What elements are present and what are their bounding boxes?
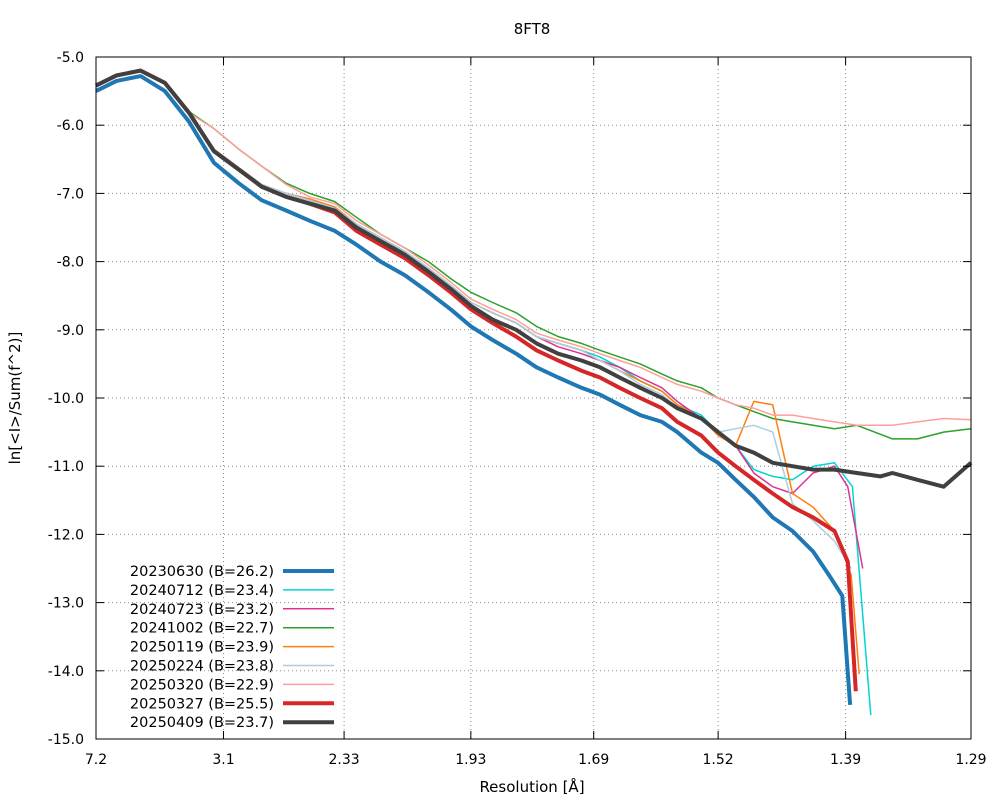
legend-label: 20240712 (B=23.4)	[130, 583, 274, 599]
series-line-9	[95, 68, 973, 489]
series-line-4	[95, 69, 972, 440]
x-tick-label: 3.1	[212, 752, 234, 768]
legend-label: 20250327 (B=25.5)	[130, 696, 274, 712]
x-tick-label: 1.93	[455, 752, 486, 768]
y-tick-label: -5.0	[57, 50, 84, 66]
series-line-1	[95, 74, 853, 706]
legend-label: 20241002 (B=22.7)	[130, 621, 274, 637]
y-tick-label: -15.0	[48, 732, 84, 748]
x-tick-label: 1.29	[955, 752, 986, 768]
y-tick-label: -9.0	[57, 323, 84, 339]
y-tick-label: -14.0	[48, 664, 84, 680]
y-tick-label: -13.0	[48, 596, 84, 612]
legend-label: 20230630 (B=26.2)	[130, 564, 274, 580]
axis-ticks: -5.0 -6.0 -7.0 -8.0 -9.0 -10.0 -11.0 -12.0 -13.0…	[48, 50, 987, 768]
y-tick-label: -6.0	[57, 118, 84, 134]
y-axis-title: ln[<I>/Sum(f^2)]	[6, 332, 24, 465]
y-tick-label: -11.0	[48, 459, 84, 475]
legend-label: 20250224 (B=23.8)	[130, 659, 274, 675]
x-tick-label: 1.52	[703, 752, 734, 768]
x-axis-title: Resolution [Å]	[479, 777, 584, 796]
x-tick-label: 1.69	[578, 752, 609, 768]
series-line-7	[95, 69, 972, 427]
x-tick-label: 7.2	[85, 752, 107, 768]
x-tick-label: 2.33	[329, 752, 360, 768]
legend-label: 20250320 (B=22.9)	[130, 677, 274, 693]
y-tick-label: -7.0	[57, 186, 84, 202]
series-line-2	[95, 69, 872, 716]
y-tick-label: -8.0	[57, 255, 84, 271]
y-tick-label: -12.0	[48, 527, 84, 543]
legend-label: 20240723 (B=23.2)	[130, 602, 274, 618]
y-tick-label: -10.0	[48, 391, 84, 407]
chart-title: 8FT8	[514, 20, 551, 38]
series-layer	[95, 68, 973, 716]
legend: 20230630 (B=26.2) 20240712 (B=23.4) 202407…	[130, 564, 334, 731]
x-tick-label: 1.39	[830, 752, 861, 768]
legend-label: 20250409 (B=23.7)	[130, 715, 274, 731]
legend-label: 20250119 (B=23.9)	[130, 640, 274, 656]
